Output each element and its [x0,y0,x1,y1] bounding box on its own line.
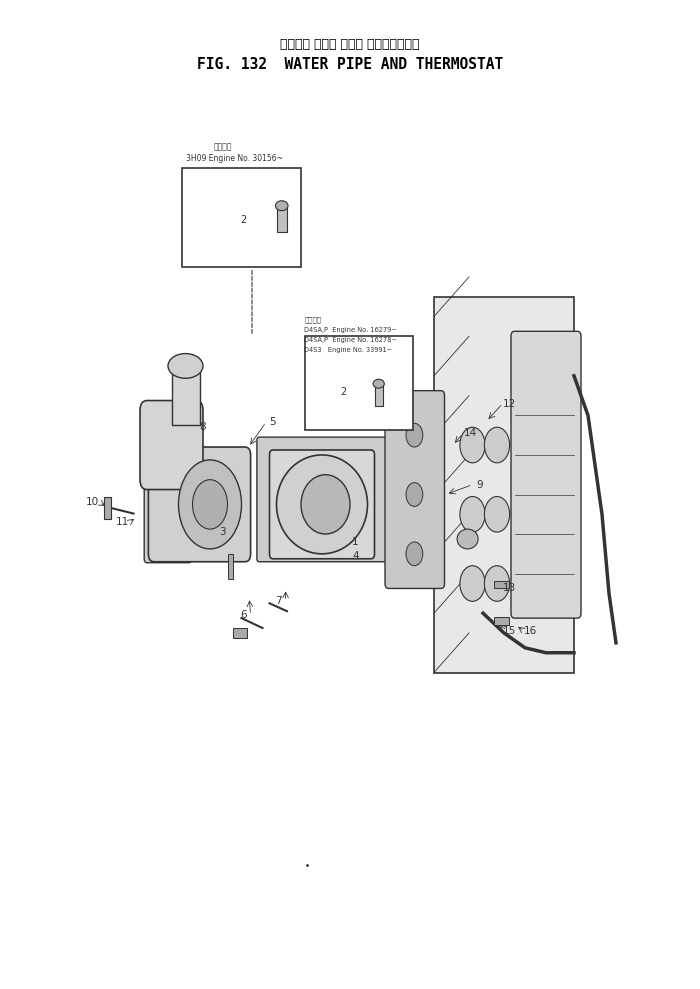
Text: 2: 2 [340,387,346,397]
Text: 6: 6 [240,610,247,620]
Ellipse shape [275,201,288,211]
Circle shape [484,427,510,463]
Bar [172,366,200,425]
Ellipse shape [457,529,478,549]
Ellipse shape [373,380,384,389]
FancyBboxPatch shape [511,331,581,618]
Bar [434,297,574,673]
FancyBboxPatch shape [270,450,374,559]
Circle shape [484,566,510,601]
Circle shape [406,483,423,506]
Circle shape [193,480,228,529]
Text: 5: 5 [270,417,276,427]
Bar [233,628,247,638]
FancyBboxPatch shape [140,401,203,490]
Text: D4S3   Engine No. 33991~: D4S3 Engine No. 33991~ [304,347,393,353]
Text: 3H09 Engine No. 30156~: 3H09 Engine No. 30156~ [186,153,283,163]
Text: 16: 16 [524,626,537,636]
Circle shape [406,542,423,566]
Text: 10: 10 [86,497,99,507]
FancyBboxPatch shape [385,391,444,588]
Ellipse shape [168,354,203,378]
Text: 9: 9 [476,480,483,490]
Text: 15: 15 [503,626,516,636]
Circle shape [178,460,241,549]
Text: 7: 7 [275,596,282,606]
Text: 1: 1 [352,537,359,547]
Circle shape [460,496,485,532]
Text: ウォータ パイプ および サーモスタット: ウォータ パイプ および サーモスタット [280,38,420,51]
Text: 適用年式: 適用年式 [214,141,232,151]
FancyBboxPatch shape [144,441,192,563]
Bar [276,208,287,232]
Bar [494,581,509,588]
Circle shape [484,496,510,532]
Text: 適用年式: 適用年式 [304,316,321,322]
Text: 11: 11 [116,517,129,527]
Bar [228,554,233,579]
Text: 3: 3 [219,527,226,537]
Circle shape [406,423,423,447]
Circle shape [460,566,485,601]
FancyBboxPatch shape [148,447,251,562]
Text: 12: 12 [503,399,516,408]
Bar [494,617,509,625]
Text: 8: 8 [199,422,206,432]
Bar [374,385,383,406]
Circle shape [460,427,485,463]
Ellipse shape [301,475,350,534]
Text: 13: 13 [503,584,516,593]
Bar [304,336,413,430]
Bar [104,497,111,519]
Text: FIG. 132  WATER PIPE AND THERMOSTAT: FIG. 132 WATER PIPE AND THERMOSTAT [197,56,503,72]
Bar [182,168,301,267]
Text: 14: 14 [464,428,477,438]
FancyBboxPatch shape [257,437,387,562]
Text: D4SA,P  Engine No. 16278~: D4SA,P Engine No. 16278~ [304,337,398,343]
Text: 4: 4 [352,551,359,561]
Ellipse shape [276,455,368,554]
Text: D4SA,P  Engine No. 16279~: D4SA,P Engine No. 16279~ [304,327,398,333]
Text: 2: 2 [240,215,246,225]
